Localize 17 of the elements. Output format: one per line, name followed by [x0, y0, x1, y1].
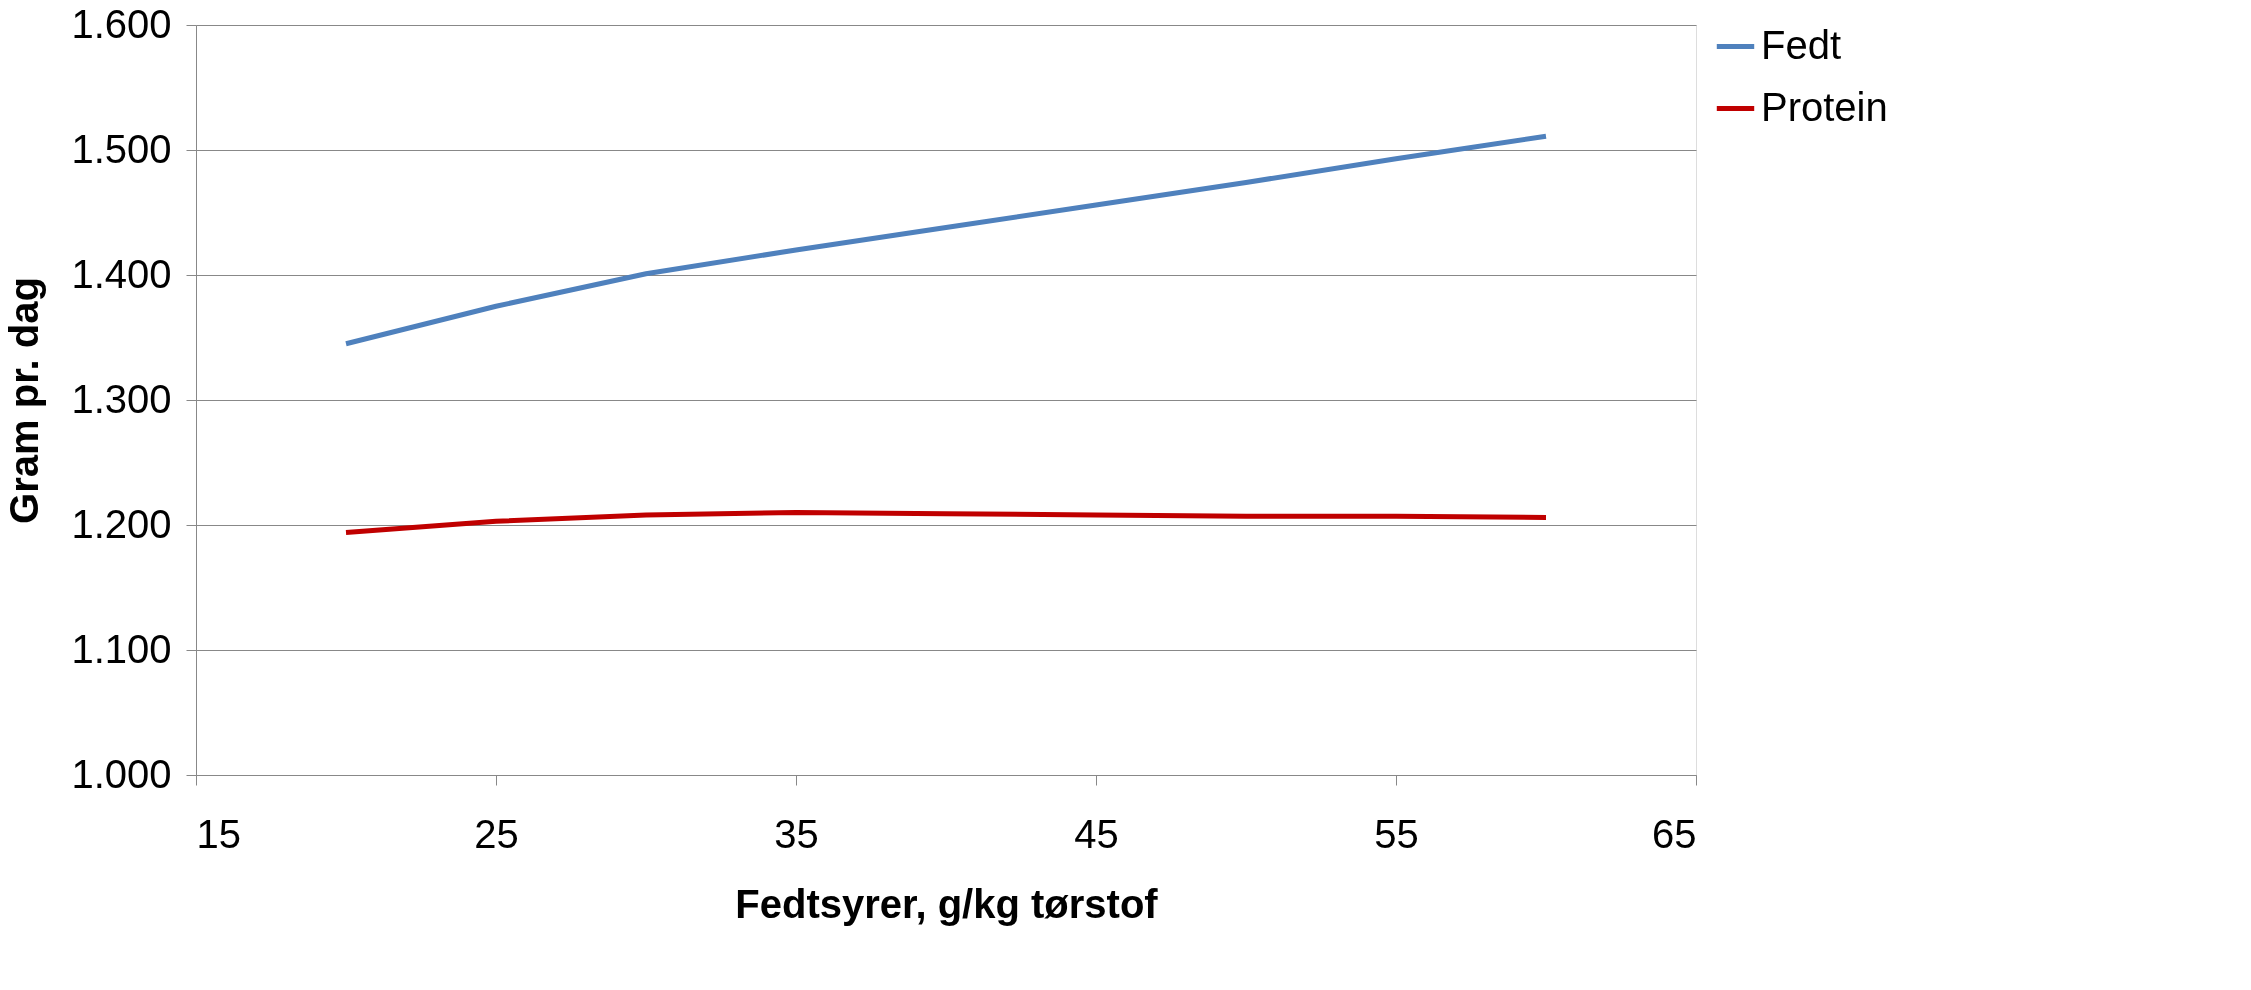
y-tick-label: 1.600 [71, 1, 172, 46]
x-tick-label: 65 [1652, 811, 1697, 856]
x-tick-label: 45 [1074, 811, 1119, 856]
y-tick-label: 1.300 [71, 376, 172, 421]
x-axis-title: Fedtsyrer, g/kg tørstof [735, 881, 1159, 926]
y-axis-title: Gram pr. dag [2, 277, 47, 524]
y-tick-label: 1.500 [71, 126, 172, 171]
x-tick-label: 35 [774, 811, 819, 856]
x-tick-label: 55 [1374, 811, 1419, 856]
y-tick-label: 1.200 [71, 501, 172, 546]
x-tick-label: 15 [196, 811, 241, 856]
y-tick-label: 1.100 [71, 626, 172, 671]
y-tick-label: 1.000 [71, 751, 172, 796]
legend-label: Protein [1761, 84, 1888, 129]
y-tick-label: 1.400 [71, 251, 172, 296]
legend-label: Fedt [1761, 22, 1842, 67]
x-tick-label: 25 [474, 811, 519, 856]
